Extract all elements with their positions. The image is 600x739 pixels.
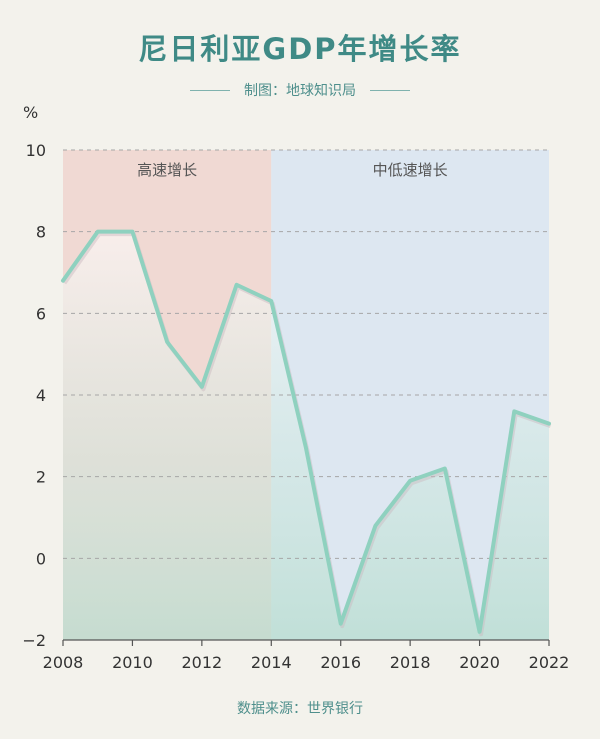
x-tick-label-3: 2014 [251, 653, 292, 672]
data-point-2018 [408, 479, 412, 483]
data-point-2022 [547, 422, 551, 426]
data-point-2009 [96, 230, 100, 234]
data-point-2021 [512, 409, 516, 413]
x-tick-label-7: 2022 [529, 653, 570, 672]
data-point-2017 [373, 524, 377, 528]
y-tick-label-4: 6 [36, 304, 46, 323]
y-tick-label-2: 2 [36, 468, 46, 487]
data-point-2008 [61, 279, 65, 283]
region-label-0: 高速增长 [137, 161, 197, 179]
y-tick-label-3: 4 [36, 386, 46, 405]
chart-title: 尼日利亚GDP年增长率 [138, 32, 462, 66]
y-tick-label-1: 0 [36, 549, 46, 568]
data-point-2012 [200, 385, 204, 389]
x-tick-label-1: 2010 [112, 653, 153, 672]
x-tick-label-2: 2012 [181, 653, 222, 672]
credit-rule-left [190, 89, 230, 91]
credit-rule-right [370, 89, 410, 91]
credit-text: 制图：地球知识局 [244, 83, 356, 99]
x-tick-label-4: 2016 [320, 653, 361, 672]
y-tick-label-6: 10 [26, 141, 46, 160]
data-point-2019 [443, 467, 447, 470]
y-tick-label-5: 8 [36, 223, 46, 242]
data-point-2015 [304, 446, 308, 450]
series-area [63, 231, 549, 640]
y-axis-unit: % [23, 103, 38, 122]
credit-line: 制图：地球知识局 [0, 80, 600, 100]
data-point-2014 [269, 299, 273, 303]
data-point-2020 [478, 630, 482, 634]
x-tick-label-0: 2008 [43, 653, 84, 672]
y-tick-label-0: −2 [22, 631, 46, 650]
data-point-2011 [165, 340, 169, 344]
x-tick-label-5: 2018 [390, 653, 431, 672]
data-point-2016 [339, 622, 343, 626]
data-source: 数据来源：世界银行 [237, 701, 363, 717]
data-point-2013 [235, 283, 239, 287]
region-label-1: 中低速增长 [373, 161, 448, 179]
data-point-2010 [130, 230, 134, 234]
x-tick-label-6: 2020 [459, 653, 500, 672]
